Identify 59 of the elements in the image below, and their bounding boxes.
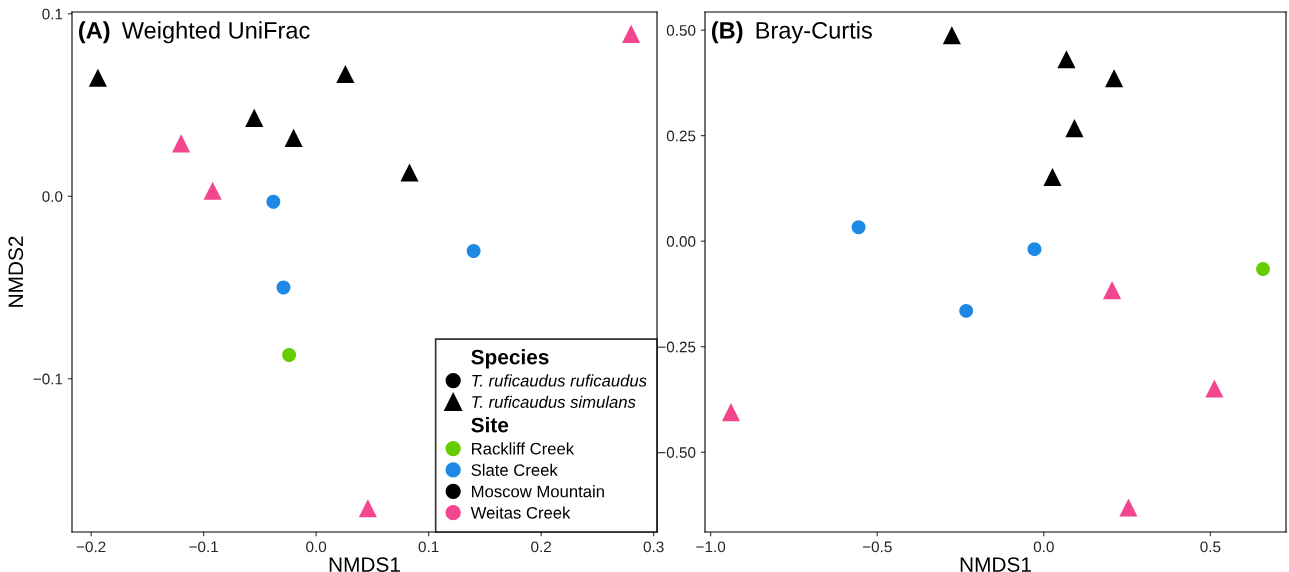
point — [942, 26, 961, 45]
chart-subtitle: Bray-Curtis — [756, 21, 872, 44]
y-tick-label: −0.25 — [658, 341, 696, 353]
point — [203, 181, 222, 200]
point — [1205, 379, 1224, 398]
point — [358, 499, 377, 518]
x-tick-label: −0.2 — [76, 541, 106, 553]
legend-label: Rackliff Creek — [472, 442, 575, 455]
x-tick-label: −1.0 — [696, 541, 726, 553]
point — [1103, 281, 1122, 300]
x-tick-label: −0.5 — [862, 541, 892, 553]
point — [466, 244, 481, 258]
point — [276, 280, 291, 295]
point — [400, 163, 419, 182]
point — [721, 403, 741, 422]
chart-title: (B) — [711, 21, 743, 44]
point — [88, 68, 107, 87]
chart-title: (A) — [79, 21, 110, 44]
point — [336, 64, 355, 84]
y-tick-label: 0.0 — [42, 191, 63, 202]
legend-title: Site — [471, 417, 509, 433]
point — [284, 128, 303, 147]
point — [1065, 119, 1084, 138]
point — [245, 108, 264, 127]
y-tick-label: 0.1 — [42, 8, 63, 20]
legend-label: Moscow Mountain — [472, 485, 604, 498]
point — [959, 303, 974, 318]
point — [1105, 69, 1124, 88]
point — [266, 194, 281, 209]
x-tick-label: 0.0 — [1033, 541, 1054, 553]
point — [172, 134, 191, 153]
point — [1256, 262, 1270, 276]
annotation: T. ruficaudus ruficaudus — [472, 374, 647, 387]
y-tick-label: 0.25 — [666, 130, 696, 142]
point — [1057, 50, 1076, 69]
y-tick-label: 0.00 — [666, 236, 696, 247]
y-tick-label: −0.1 — [33, 373, 63, 385]
annotation: Species — [471, 349, 549, 369]
x-tick-label: 0.2 — [531, 541, 551, 553]
y-tick-label: −0.50 — [658, 447, 696, 458]
x-tick-label: −0.1 — [189, 541, 218, 553]
point — [1027, 242, 1042, 257]
x-axis-title: NMDS1 — [329, 557, 400, 572]
point — [622, 24, 641, 43]
point — [1119, 498, 1138, 517]
x-tick-label: 0.3 — [643, 541, 664, 553]
chart-subtitle: Weighted UniFrac — [121, 21, 310, 44]
x-tick-label: 0.5 — [1200, 541, 1221, 553]
point — [282, 348, 297, 362]
x-tick-label: 0.1 — [418, 541, 439, 553]
x-tick-label: 0.0 — [306, 541, 327, 553]
legend-label: Slate Creek — [471, 463, 558, 476]
y-tick-label: 0.50 — [666, 25, 696, 36]
y-axis-title: NMDS2 — [8, 236, 24, 307]
annotation: T. ruficaudus simulans — [472, 395, 636, 408]
point — [1043, 167, 1062, 187]
x-axis-title: NMDS1 — [960, 557, 1031, 572]
legend-label: Weitas Creek — [470, 506, 571, 519]
point — [851, 220, 866, 235]
